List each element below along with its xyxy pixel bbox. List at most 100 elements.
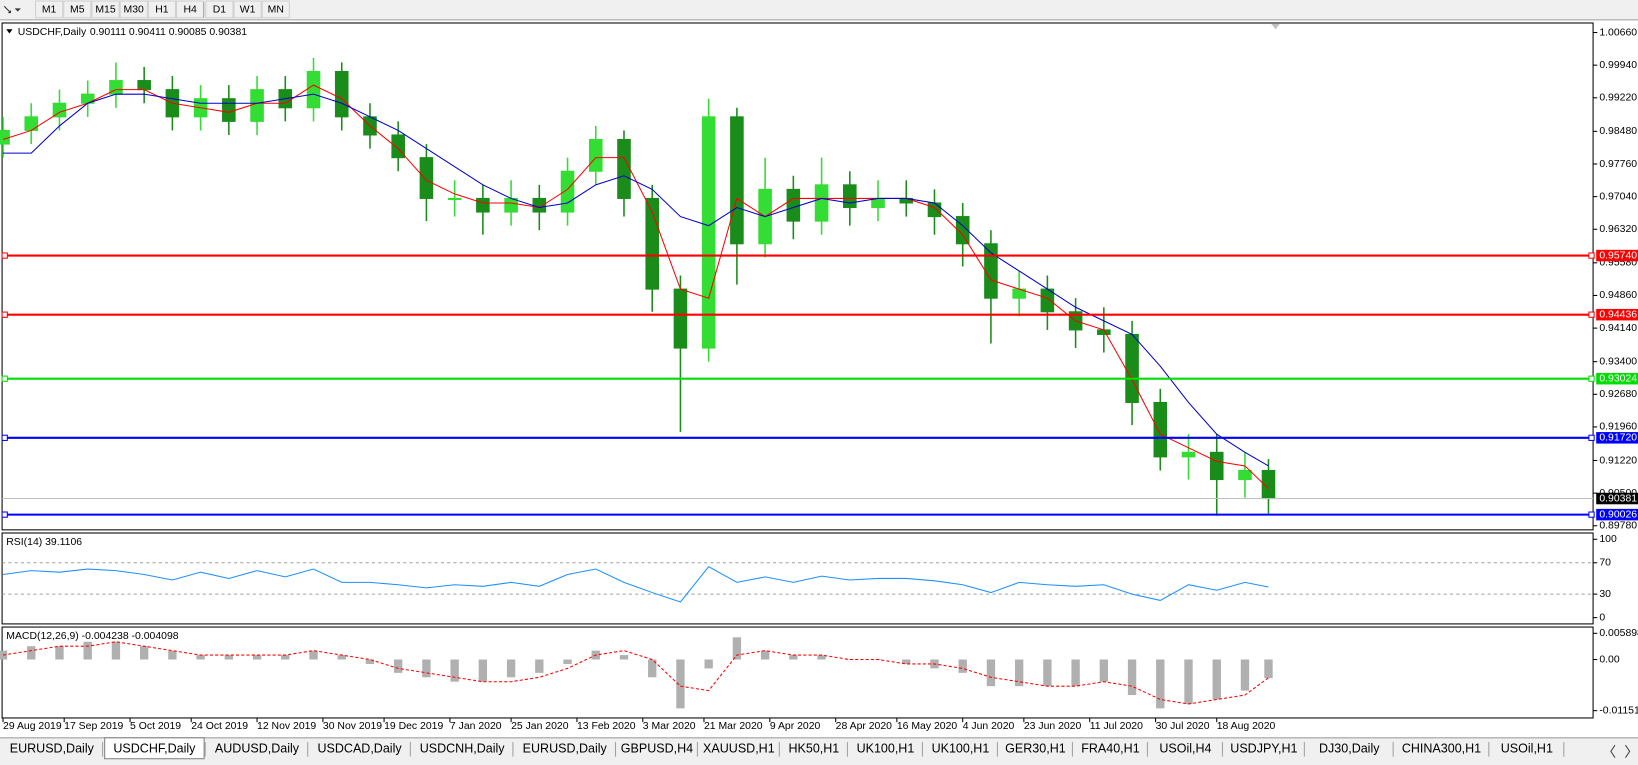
tab[interactable] (617, 739, 697, 758)
tab-label[interactable]: USDCAD,Daily (317, 742, 402, 756)
timeframe-label[interactable]: M1 (42, 5, 57, 16)
timeframe-label[interactable]: D1 (213, 5, 227, 16)
cursor-icon[interactable] (3, 5, 11, 14)
tab-label[interactable]: DJ30,Daily (1319, 742, 1380, 756)
macd-histogram-bar (281, 655, 290, 660)
dropdown-arrow[interactable] (14, 8, 21, 12)
y-tick-label: 0.94140 (1599, 323, 1637, 334)
tab[interactable] (207, 739, 307, 758)
level-handle[interactable] (1588, 375, 1595, 382)
x-tick-label: 12 Nov 2019 (257, 721, 316, 732)
timeframe-label[interactable]: W1 (240, 5, 256, 16)
candle-body (0, 129, 10, 145)
tab-label[interactable]: FRA40,H1 (1081, 742, 1139, 756)
tab[interactable] (412, 739, 512, 758)
timeframe-button[interactable] (233, 0, 262, 19)
macd-histogram-bar (789, 655, 798, 660)
timeframe-label[interactable]: H4 (183, 5, 197, 16)
timeframe-button[interactable] (205, 0, 234, 19)
tab[interactable] (515, 739, 615, 758)
macd-histogram-bar (902, 659, 911, 664)
tab[interactable] (781, 739, 847, 758)
level-handle[interactable] (1, 311, 8, 318)
tab[interactable] (924, 739, 997, 758)
level-label-box (1596, 308, 1638, 321)
timeframe-button[interactable] (34, 0, 64, 19)
x-tick-label: 30 Nov 2019 (323, 721, 382, 732)
macd-histogram-bar (1071, 659, 1080, 687)
tab-label[interactable]: AUDUSD,Daily (215, 742, 300, 756)
macd-histogram-bar (1212, 659, 1221, 700)
candle-body (730, 116, 744, 245)
tab-scroll[interactable] (1610, 744, 1631, 758)
macd-histogram-bar (1043, 659, 1052, 687)
level-label: 0.93024 (1599, 373, 1637, 384)
tab-label[interactable]: USDCHF,Daily (113, 742, 196, 756)
candle-body (419, 157, 434, 199)
tab-label[interactable]: GBPUSD,H4 (621, 742, 693, 756)
tab[interactable] (699, 739, 779, 758)
x-tick-label: 29 Aug 2019 (3, 721, 62, 732)
tab[interactable] (309, 739, 410, 758)
tab-label[interactable]: GER30,H1 (1005, 742, 1066, 756)
timeframe-button[interactable] (261, 0, 290, 19)
tab-label[interactable]: USDCNH,Daily (420, 742, 506, 756)
timeframe-label[interactable]: H1 (155, 5, 169, 16)
y-tick-label: 0.99940 (1599, 60, 1637, 71)
candle-body (447, 197, 462, 201)
tab-label[interactable]: EURUSD,Daily (10, 742, 95, 756)
tab[interactable] (1074, 739, 1147, 758)
tab[interactable] (849, 739, 922, 758)
macd-histogram-bar (27, 646, 36, 660)
x-tick-label: 19 Dec 2019 (384, 721, 443, 732)
macd-histogram-bar (732, 637, 742, 660)
tab-label[interactable]: CHINA300,H1 (1402, 742, 1481, 756)
level-handle[interactable] (1588, 311, 1595, 318)
tab-label[interactable]: XAUUSD,H1 (703, 742, 775, 756)
y-tick-label: 1.00660 (1599, 27, 1637, 38)
candle-body (1209, 451, 1224, 481)
level-handle[interactable] (1588, 511, 1595, 518)
tab-label[interactable]: HK50,H1 (788, 742, 839, 756)
tab-label[interactable]: USOil,H4 (1159, 742, 1211, 756)
macd-histogram-bar (422, 659, 431, 678)
macd-histogram-bar (224, 655, 234, 660)
tab[interactable] (2, 739, 102, 758)
tab[interactable] (1149, 739, 1222, 758)
tab-label[interactable]: USDJPY,H1 (1230, 742, 1297, 756)
level-handle[interactable] (1, 511, 8, 518)
level-handle[interactable] (1588, 252, 1595, 259)
candle-body (1125, 333, 1139, 403)
timeframe-button[interactable] (91, 0, 120, 19)
tab[interactable] (1395, 739, 1488, 758)
tab[interactable] (1224, 739, 1304, 758)
level-handle[interactable] (1, 252, 8, 259)
timeframe-button[interactable] (119, 0, 148, 19)
level-handle[interactable] (1, 434, 8, 441)
y-tick-label: 0.91220 (1599, 455, 1637, 466)
tab-label[interactable]: EURUSD,Daily (523, 742, 608, 756)
tab-label[interactable]: UK100,H1 (857, 742, 915, 756)
timeframe-button[interactable] (147, 0, 177, 19)
level-label: 0.90026 (1599, 509, 1637, 520)
y-tick-label: 0.98480 (1599, 126, 1637, 137)
level-handle[interactable] (1588, 434, 1595, 441)
tab-label[interactable]: USOil,H1 (1501, 742, 1553, 756)
x-tick-label: 25 Jan 2020 (511, 721, 569, 732)
macd-histogram-bar (958, 659, 967, 673)
timeframe-label[interactable]: M5 (70, 5, 85, 16)
tab[interactable] (104, 737, 205, 760)
tab-label[interactable]: UK100,H1 (932, 742, 990, 756)
timeframe-label[interactable]: M15 (95, 5, 115, 16)
timeframe-button[interactable] (63, 0, 92, 19)
tab[interactable] (1306, 739, 1393, 758)
tab[interactable] (1490, 739, 1563, 758)
timeframe-label[interactable]: MN (268, 5, 284, 16)
y-tick-label: 0 (1599, 612, 1605, 623)
level-handle[interactable] (1, 375, 8, 382)
tab[interactable] (999, 739, 1072, 758)
candle-body (560, 170, 575, 213)
x-tick-label: 21 Mar 2020 (704, 721, 763, 732)
timeframe-label[interactable]: M30 (124, 5, 144, 16)
